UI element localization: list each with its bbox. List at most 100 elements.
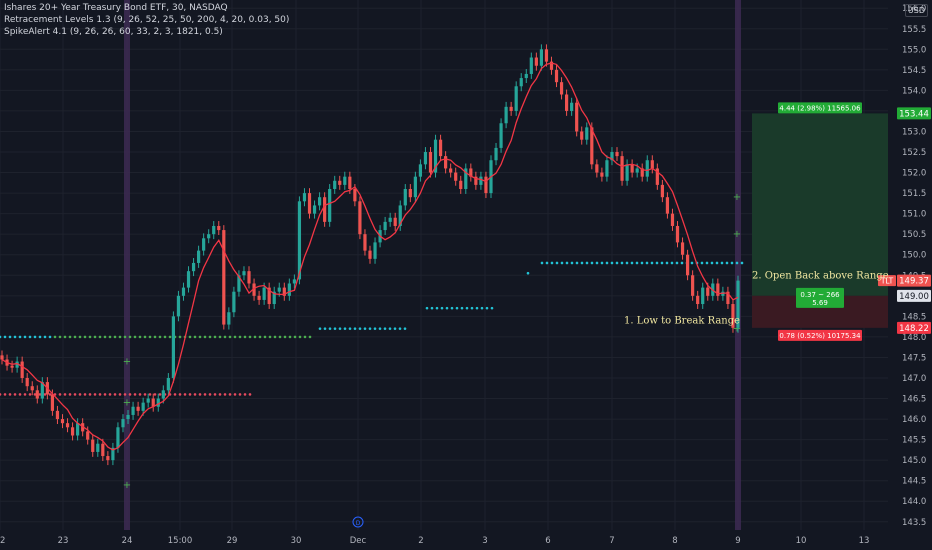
y-tick-label: 148.5 (902, 312, 926, 322)
green-dot (298, 335, 302, 339)
red-dot (113, 393, 117, 396)
cyan-dot (700, 261, 704, 265)
candle-body (449, 168, 453, 173)
green-dot (138, 335, 142, 339)
red-dot (243, 393, 247, 396)
y-tick-label: 153.0 (902, 127, 926, 137)
candle-body (565, 94, 569, 111)
candle-body (696, 295, 700, 305)
green-dot (258, 335, 262, 339)
cyan-dot (338, 327, 342, 330)
candle-body (25, 377, 29, 387)
cyan-dot (455, 306, 459, 310)
y-tick-label: 147.5 (902, 353, 926, 363)
candle-body (418, 164, 423, 177)
candle-body (575, 102, 579, 132)
green-dot (273, 335, 277, 339)
y-tick-label: 152.0 (902, 169, 926, 179)
green-dot (133, 335, 137, 339)
target-label: 4.44 (2.98%) 11565.06 (779, 104, 861, 112)
red-dot (13, 393, 17, 396)
candle-body (393, 217, 397, 226)
x-tick-label: 6 (545, 536, 550, 546)
candle-body (494, 147, 498, 161)
y-tick-label: 154.5 (902, 66, 926, 76)
cyan-dot (38, 335, 42, 339)
candle-body (176, 295, 181, 317)
red-dot (198, 393, 202, 396)
cyan-dot (580, 261, 584, 265)
red-dot (223, 393, 227, 396)
cyan-dot (600, 261, 604, 265)
candle-body (706, 287, 710, 296)
x-tick-label: 7 (609, 536, 614, 546)
y-tick-label: 146.0 (902, 415, 926, 425)
candle-body (479, 176, 483, 185)
currency-badge[interactable]: USD (904, 4, 928, 17)
y-tick-label: 154.0 (902, 86, 926, 96)
candle-body (620, 156, 624, 181)
cyan-dot (363, 327, 367, 330)
cyan-dot (373, 327, 377, 330)
green-dot (98, 335, 102, 339)
candle-body (726, 291, 730, 305)
red-dot (73, 393, 77, 396)
cyan-dot (725, 261, 729, 265)
cyan-dot (8, 335, 12, 339)
red-dot (158, 393, 162, 396)
plus-marker: + (733, 324, 741, 335)
time-icon[interactable]: D (352, 516, 364, 528)
candle-body (217, 225, 221, 231)
candle-body (438, 139, 443, 157)
cyan-dot (570, 261, 574, 265)
red-dot (238, 393, 242, 396)
candle-body (237, 275, 241, 292)
x-tick-label: 22 (0, 536, 5, 546)
candle-body (277, 287, 281, 292)
y-tick-label: 143.5 (902, 518, 926, 528)
candle-body (181, 287, 186, 296)
candle-body (504, 106, 508, 124)
red-dot (218, 393, 222, 396)
candle-body (474, 176, 478, 185)
cyan-dot (440, 306, 444, 310)
candle-body (660, 184, 664, 198)
green-dot (228, 335, 232, 339)
candle-body (610, 152, 614, 161)
red-dot (83, 393, 87, 396)
red-dot (183, 393, 187, 396)
candle-body (721, 291, 725, 296)
plus-marker: + (123, 398, 131, 409)
red-dot (0, 393, 2, 396)
ticker-tag: TLT (880, 277, 894, 286)
candle-body (96, 443, 100, 452)
candle-body (691, 275, 695, 296)
candle-body (665, 197, 670, 214)
green-dot (208, 335, 212, 339)
cyan-dot (43, 335, 47, 339)
candle-body (227, 312, 231, 325)
green-dot (158, 335, 162, 339)
green-dot (248, 335, 252, 339)
candle-body (534, 57, 538, 66)
candle-body (585, 127, 589, 140)
candle-body (302, 193, 307, 202)
candle-body (348, 176, 352, 189)
red-dot (173, 393, 177, 396)
plus-marker: + (123, 480, 131, 491)
svg-text:D: D (356, 520, 361, 527)
candle-body (539, 49, 543, 66)
red-dot (193, 393, 197, 396)
red-dot (78, 393, 82, 396)
y-tick-label: 151.5 (902, 189, 926, 199)
candles (0, 44, 740, 466)
x-tick-label: 3 (482, 536, 487, 546)
candle-body (312, 205, 317, 214)
green-dot (143, 335, 147, 339)
red-dot (103, 393, 107, 396)
cyan-dot (398, 327, 402, 330)
cyan-dot (670, 261, 674, 265)
session-bar (124, 0, 130, 530)
cyan-dot (640, 261, 644, 265)
